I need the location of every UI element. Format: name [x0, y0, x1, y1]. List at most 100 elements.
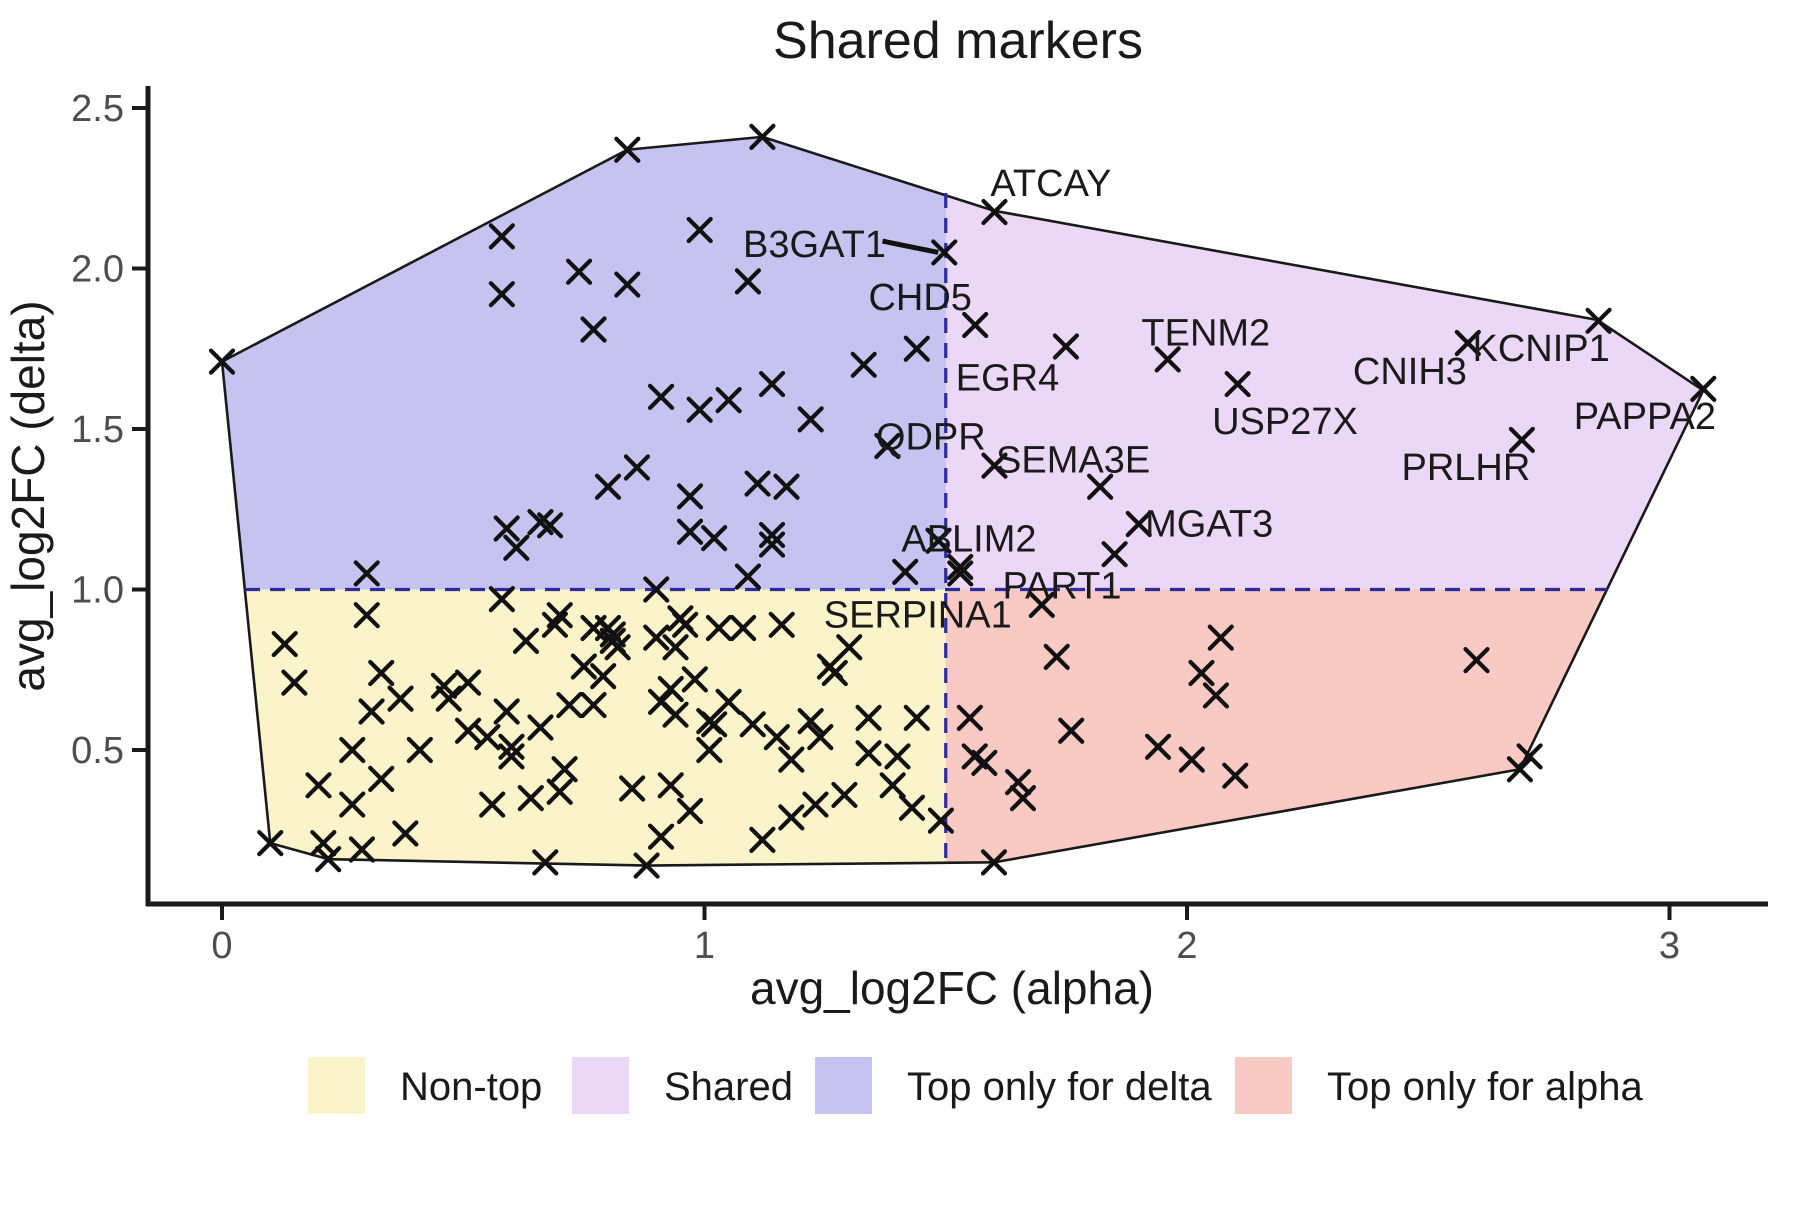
point-marker [797, 406, 824, 433]
gene-label: TENM2 [1141, 312, 1270, 354]
point-marker [686, 216, 713, 244]
point-marker [353, 560, 380, 587]
data-points [208, 123, 1543, 879]
point-marker [657, 772, 684, 799]
legend-swatch [308, 1057, 365, 1114]
point-marker [739, 711, 766, 738]
point-marker [503, 534, 530, 561]
gene-point-marker [1508, 426, 1535, 454]
point-marker [488, 281, 515, 308]
region-shared [946, 195, 1704, 590]
point-marker [1005, 769, 1032, 796]
labeled-point-CHD5: CHD5 [868, 277, 989, 339]
labeled-point-SERPINA1: SERPINA1 [824, 558, 1012, 637]
labeled-point-KCNIP1: KCNIP1 [1473, 307, 1612, 370]
gene-point-marker [874, 432, 901, 460]
y-tick-label: 2.5 [71, 88, 124, 130]
x-tick-label: 1 [694, 925, 715, 967]
legend-label: Top only for alpha [1327, 1065, 1644, 1109]
point-marker [1178, 746, 1205, 773]
point-marker [257, 829, 284, 857]
labeled-point-B3GAT1: B3GAT1 [743, 224, 958, 266]
point-marker [488, 223, 515, 250]
point-marker [1058, 717, 1085, 744]
point-marker [778, 804, 805, 831]
labeled-point-USP27X: USP27X [1212, 370, 1358, 443]
point-marker [479, 791, 506, 818]
gene-point-marker [1690, 375, 1717, 402]
chart-title: Shared markers [773, 12, 1143, 70]
point-marker [619, 775, 646, 802]
gene-point-marker [1585, 307, 1612, 334]
labeled-point-ABLIM2: ABLIM2 [901, 518, 1036, 560]
point-marker [339, 736, 366, 764]
gene-point-marker [1125, 510, 1152, 538]
point-marker [1207, 624, 1234, 651]
point-marker [676, 518, 704, 545]
point-marker [590, 663, 617, 690]
point-marker [551, 756, 578, 783]
point-marker [570, 653, 597, 680]
point-marker [623, 454, 651, 481]
point-marker [778, 746, 805, 773]
legend-item-4: Top only for alpha [1235, 1057, 1644, 1114]
point-marker [758, 521, 786, 549]
point-marker [392, 820, 419, 847]
legend: Non-top Shared Top only for delta Top only … [308, 1057, 1644, 1114]
point-marker [956, 704, 983, 731]
point-marker [614, 136, 641, 163]
point-marker [734, 268, 762, 295]
point-marker [315, 846, 342, 873]
y-tick-label: 2.0 [71, 249, 124, 291]
point-marker [855, 704, 882, 731]
gene-label: USP27X [1212, 401, 1358, 443]
convex-hull-outline [220, 135, 1705, 867]
gene-point-marker [1454, 329, 1481, 357]
point-marker [643, 576, 670, 603]
point-marker [676, 797, 704, 825]
point-marker [758, 531, 786, 558]
point-marker [1188, 659, 1215, 687]
x-axis-title: avg_log2FC (alpha) [750, 962, 1154, 1014]
gene-point-marker [925, 527, 952, 554]
point-marker [565, 258, 593, 285]
point-marker [662, 634, 689, 661]
point-marker [537, 512, 564, 539]
x-tick-label: 0 [211, 925, 232, 967]
point-marker [647, 383, 675, 410]
point-marker [758, 370, 786, 398]
point-marker [1506, 756, 1534, 783]
point-marker [498, 733, 525, 760]
point-marker [744, 470, 771, 497]
point-marker [763, 724, 790, 751]
quadrant-regions [222, 136, 1704, 866]
point-marker [821, 659, 848, 687]
gene-label: QDPR [876, 416, 986, 458]
legend-label: Top only for delta [907, 1065, 1212, 1109]
point-marker [657, 675, 684, 703]
point-marker [686, 396, 713, 423]
gene-point-marker [931, 239, 958, 266]
point-marker [730, 614, 757, 642]
point-marker [512, 627, 540, 654]
point-marker [546, 778, 573, 805]
point-marker [715, 387, 742, 414]
point-marker [903, 704, 930, 731]
gene-point-marker [962, 311, 989, 339]
x-tick-label: 2 [1176, 925, 1197, 967]
labeled-point-PRLHR: PRLHR [1401, 426, 1535, 489]
point-marker [527, 714, 554, 741]
point-marker [879, 772, 906, 799]
labeled-point-TENM2: TENM2 [1141, 312, 1270, 373]
region-non-top [244, 589, 946, 866]
labeled-point-PART1: PART1 [1003, 565, 1122, 619]
gene-point-marker [981, 452, 1008, 479]
point-marker [898, 794, 926, 821]
gene-label: B3GAT1 [743, 224, 886, 266]
point-marker [971, 749, 998, 776]
labeled-point-MGAT3: MGAT3 [1125, 503, 1273, 545]
point-marker [614, 271, 641, 298]
point-marker [1202, 682, 1230, 709]
point-marker [368, 659, 395, 687]
point-marker [768, 611, 795, 638]
